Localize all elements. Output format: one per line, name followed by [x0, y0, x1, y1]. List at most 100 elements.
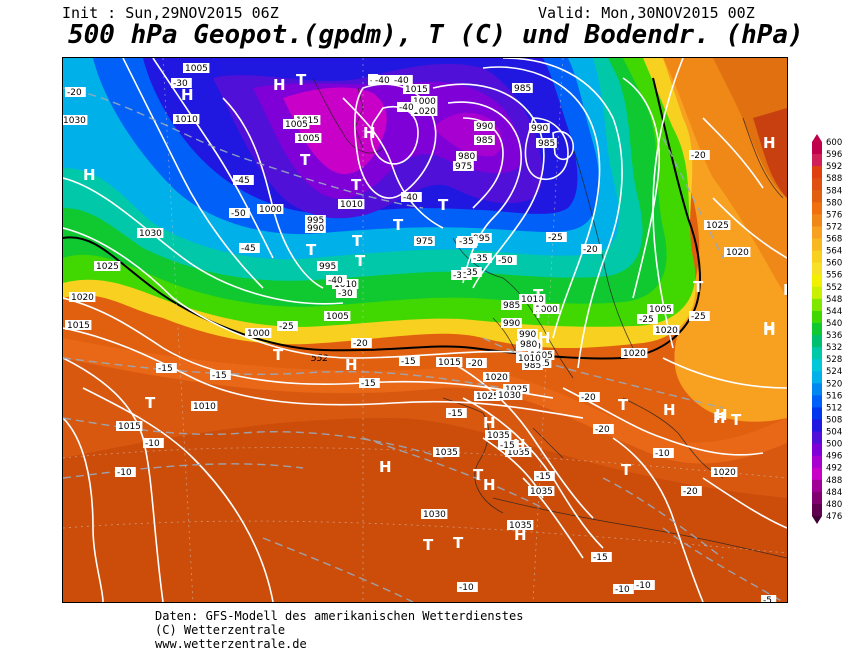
pressure-label: 1030	[423, 510, 446, 520]
temperature-label: -40	[375, 76, 390, 86]
legend-level-label: 492	[826, 464, 842, 474]
pressure-label: 1010	[193, 402, 216, 412]
legend-swatch	[812, 419, 822, 433]
high-pressure-center: H	[715, 406, 728, 424]
temperature-label: -20	[468, 359, 483, 369]
pressure-label-box	[503, 384, 530, 394]
pressure-label-box	[474, 121, 495, 131]
pressure-label-box	[116, 421, 143, 431]
valid-time: Valid: Mon,30NOV2015 00Z	[538, 4, 755, 22]
temperature-label: -45	[235, 176, 250, 186]
legend-swatch	[812, 142, 822, 155]
high-pressure-center: H	[513, 436, 526, 454]
low-pressure-center: T	[453, 534, 464, 552]
high-pressure-center: H	[713, 409, 726, 427]
pressure-label-box	[529, 123, 550, 133]
legend-level-label: 504	[826, 428, 842, 438]
legend-level-label: 560	[826, 259, 842, 269]
temperature-label-box	[681, 486, 702, 496]
high-pressure-center: H	[783, 281, 787, 299]
pressure-label-box	[191, 401, 218, 411]
legend-swatch	[812, 347, 822, 360]
temperature-label: -15	[500, 441, 515, 451]
low-pressure-center: T	[273, 346, 284, 364]
temperature-label: -25	[639, 315, 654, 325]
legend-level-label: 596	[826, 150, 842, 160]
graticule	[63, 58, 787, 602]
map-title: 500 hPa Geopot.(gpdm), T (C) und Bodendr…	[68, 20, 804, 50]
temperature-label-box	[446, 408, 467, 418]
temperature-label-box	[457, 582, 478, 592]
legend-swatch	[812, 178, 822, 191]
temperature-label: -35	[473, 254, 488, 264]
legend-level-label: 476	[826, 512, 842, 522]
legend-swatch	[812, 371, 822, 384]
temperature-label: -15	[212, 371, 227, 381]
temperature-label-box	[634, 580, 655, 590]
legend-swatch	[812, 407, 822, 420]
pressure-label: 990	[476, 122, 493, 132]
pressure-label: 975	[416, 237, 433, 247]
temperature-label: -50	[231, 209, 246, 219]
legend-level-label: 528	[826, 355, 842, 365]
pressure-label-box	[414, 236, 435, 246]
high-pressure-center: H	[763, 134, 776, 152]
map-canvas: 552	[63, 58, 787, 602]
temperature-label-box	[613, 584, 634, 594]
pressure-label-box	[507, 520, 534, 530]
pressure-label-box	[305, 223, 326, 233]
low-pressure-center: T	[621, 461, 632, 479]
pressure-label: 1005	[326, 312, 349, 322]
low-pressure-center: T	[423, 536, 434, 554]
pressure-label: 1015	[405, 85, 428, 95]
high-pressure-center: H	[538, 329, 551, 347]
pressure-label-box	[173, 114, 200, 124]
temperature-label-box	[534, 471, 555, 481]
pressure-label: 1025	[706, 221, 729, 231]
pressure-label: 985	[514, 84, 531, 94]
temperature-label: -10	[636, 581, 651, 591]
legend-level-label: 532	[826, 343, 842, 353]
footer-website[interactable]: www.wetterzentrale.de	[155, 637, 307, 651]
high-pressure-center: H	[763, 319, 776, 337]
temperature-label: -45	[241, 244, 256, 254]
low-pressure-center: T	[693, 278, 704, 296]
temperature-label: -40	[403, 193, 418, 203]
pressure-label-box	[421, 509, 448, 519]
pressure-label-box	[436, 357, 463, 367]
temperature-label-box	[689, 311, 710, 321]
pressure-label: 1015	[118, 422, 141, 432]
high-pressure-center: H	[514, 526, 527, 544]
legend-level-label: 520	[826, 379, 842, 389]
temperature-label-box	[373, 75, 394, 85]
high-pressure-center: H	[83, 166, 96, 184]
temperature-label: -10	[145, 439, 160, 449]
weather-map[interactable]: 552	[62, 57, 788, 603]
low-pressure-center: T	[438, 196, 449, 214]
pressure-label-box	[516, 353, 543, 363]
temperature-label-box	[336, 288, 357, 298]
pressure-label: 1005	[185, 64, 208, 74]
pressure-label: 990	[531, 124, 548, 134]
low-pressure-center: T	[296, 71, 307, 89]
pressure-label: 985	[476, 136, 493, 146]
pressure-label: 1020	[413, 107, 436, 117]
legend-level-label: 576	[826, 210, 842, 220]
high-pressure-center: H	[379, 458, 392, 476]
temperature-label: -35	[459, 237, 474, 247]
pressure-label: 1035	[435, 448, 458, 458]
legend-swatch	[812, 335, 822, 348]
temperature-label: -30	[173, 79, 188, 89]
high-pressure-center: H	[483, 476, 496, 494]
pressure-label: 1035	[507, 448, 530, 458]
pressure-label: 1020	[71, 293, 94, 303]
legend-level-label: 524	[826, 367, 842, 377]
pressure-label: 1035	[487, 431, 510, 441]
temperature-label: -20	[353, 339, 368, 349]
temperature-label-box	[277, 321, 298, 331]
temperature-label: -15	[536, 472, 551, 482]
temperature-label: -20	[691, 151, 706, 161]
pressure-label: 990	[519, 330, 536, 340]
legend-swatch	[812, 166, 822, 179]
pressure-label: 980	[520, 340, 537, 350]
